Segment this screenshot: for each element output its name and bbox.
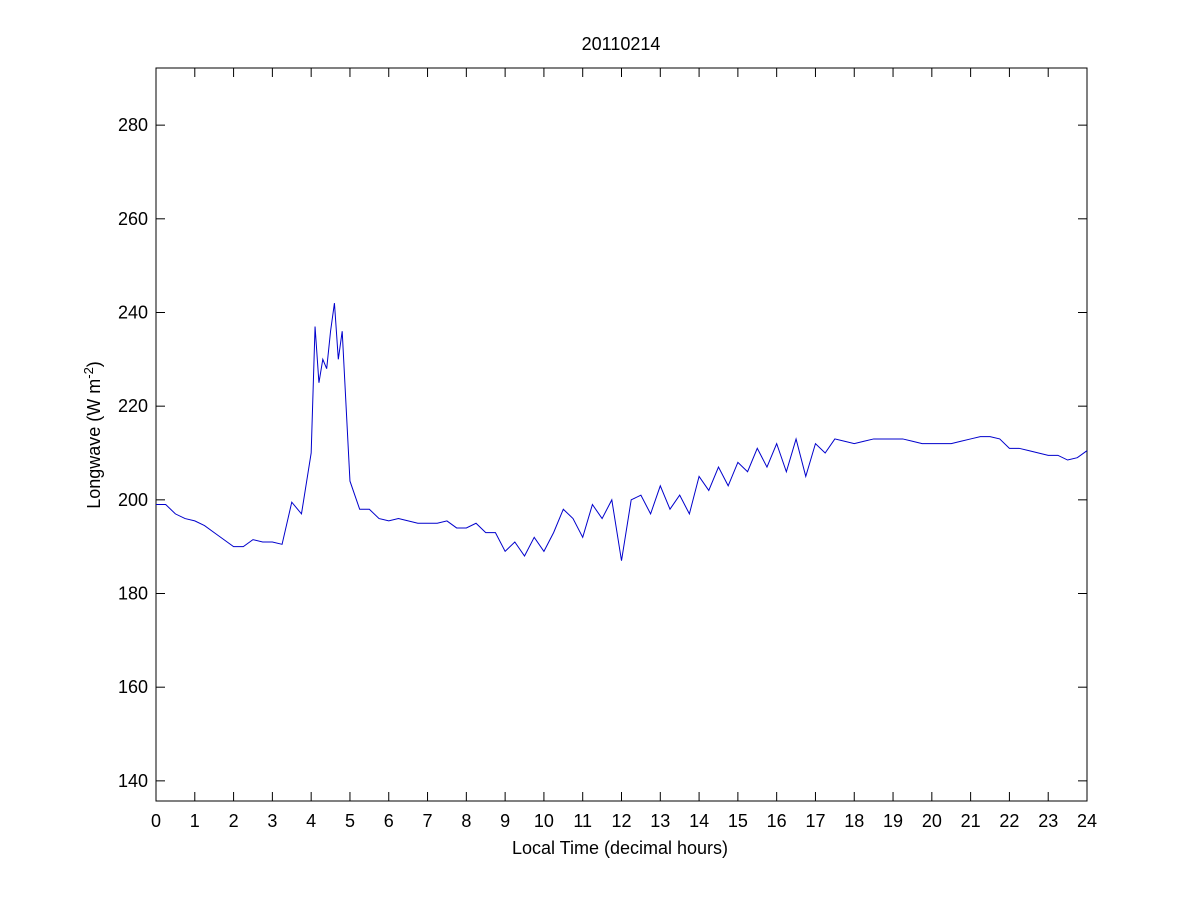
- x-tick-label: 9: [500, 811, 510, 831]
- x-tick-label: 7: [423, 811, 433, 831]
- x-tick-label: 6: [384, 811, 394, 831]
- x-tick-label: 0: [151, 811, 161, 831]
- y-axis-label: Longwave (W m-2): [81, 361, 104, 509]
- x-tick-label: 13: [650, 811, 670, 831]
- y-tick-label: 160: [118, 677, 148, 697]
- y-tick-label: 200: [118, 490, 148, 510]
- x-tick-label: 23: [1038, 811, 1058, 831]
- y-label-text: Longwave (W m: [84, 379, 104, 509]
- x-tick-label: 22: [999, 811, 1019, 831]
- x-tick-label: 15: [728, 811, 748, 831]
- x-tick-label: 5: [345, 811, 355, 831]
- y-tick-label: 180: [118, 584, 148, 604]
- y-tick-label: 280: [118, 115, 148, 135]
- x-tick-label: 18: [844, 811, 864, 831]
- y-label-sup: -2: [81, 367, 96, 379]
- x-tick-label: 4: [306, 811, 316, 831]
- chart-title: 20110214: [582, 34, 661, 54]
- y-tick-label: 240: [118, 302, 148, 322]
- y-tick-label: 220: [118, 396, 148, 416]
- data-line: [156, 303, 1088, 561]
- x-tick-label: 10: [534, 811, 554, 831]
- x-tick-label: 20: [922, 811, 942, 831]
- x-tick-label: 16: [767, 811, 787, 831]
- y-tick-label: 140: [118, 771, 148, 791]
- x-tick-label: 19: [883, 811, 903, 831]
- y-tick-label: 260: [118, 209, 148, 229]
- x-tick-label: 21: [961, 811, 981, 831]
- x-tick-label: 24: [1077, 811, 1097, 831]
- x-tick-label: 3: [267, 811, 277, 831]
- x-tick-label: 8: [461, 811, 471, 831]
- x-tick-label: 11: [573, 811, 592, 831]
- x-tick-label: 12: [611, 811, 631, 831]
- y-label-close: ): [84, 361, 104, 367]
- x-tick-label: 2: [229, 811, 239, 831]
- x-tick-label: 1: [190, 811, 200, 831]
- x-axis-label: Local Time (decimal hours): [512, 838, 728, 858]
- x-tick-label: 14: [689, 811, 709, 831]
- x-tick-label: 17: [805, 811, 825, 831]
